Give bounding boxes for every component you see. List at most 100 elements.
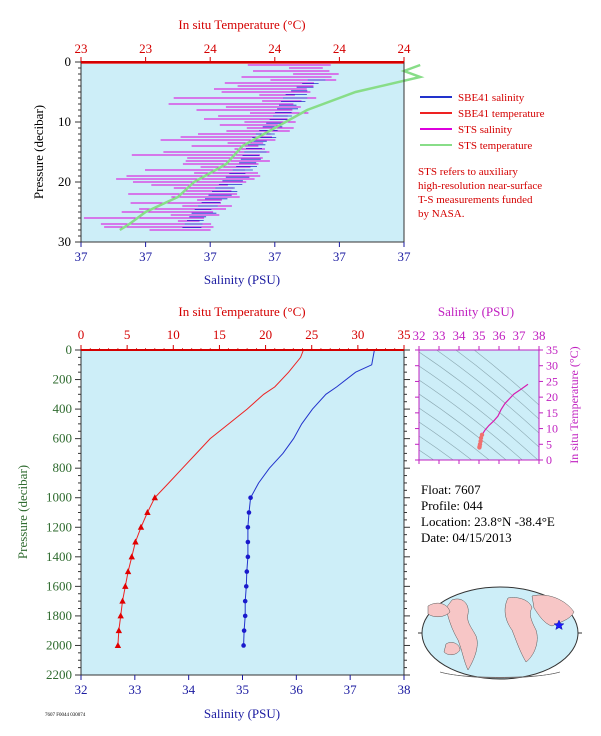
date: Date: 04/15/2013 <box>421 530 512 545</box>
salinity-marker <box>245 539 251 545</box>
main-salinity-tick-label: 34 <box>182 682 196 697</box>
top-salinity-axis-label: Salinity (PSU) <box>204 272 280 287</box>
main-salinity-tick-label: 35 <box>236 682 249 697</box>
top-salinity-tick-label: 37 <box>333 249 347 264</box>
main-salinity-tick-label: 36 <box>290 682 304 697</box>
ts-salinity-tick-label: 35 <box>473 328 486 343</box>
main-pressure-tick-label: 800 <box>53 460 73 475</box>
ts-temperature-tick-label: 30 <box>546 359 558 373</box>
profile-number: Profile: 044 <box>421 498 483 513</box>
salinity-marker <box>244 569 250 574</box>
temperature-marker <box>117 612 124 619</box>
top-salinity-ticks: 37 37 37 37 37 37 <box>75 242 412 264</box>
ts-temperature-tick-label: 25 <box>546 374 558 388</box>
ts-isopycnal-line <box>455 350 539 420</box>
main-temperature-tick-label: 20 <box>259 327 272 342</box>
main-chart: 0 5 10 15 20 25 30 35 32 33 34 35 36 37 38 0 200 400 600… <box>15 304 411 721</box>
legend-label-sbe-salinity: SBE41 salinity <box>458 92 525 104</box>
temperature-marker <box>128 553 135 560</box>
sts-note-line-4: by NASA. <box>418 208 465 220</box>
main-temperature-tick-label: 10 <box>167 327 180 342</box>
float-id: Float: 7607 <box>421 482 481 497</box>
ts-salinity-tick-label: 38 <box>533 328 546 343</box>
salinity-marker <box>241 643 246 648</box>
temperature-marker <box>144 509 151 515</box>
top-temperature-ticks: 23 23 24 24 24 24 <box>75 41 411 62</box>
main-pressure-tick-label: 200 <box>53 372 73 387</box>
map-asia-west <box>427 602 451 617</box>
ts-isopycnal-line <box>419 365 539 460</box>
legend: SBE41 salinity SBE41 temperature STS sal… <box>418 92 545 220</box>
salinity-marker <box>242 613 248 619</box>
ts-isopycnal-line <box>419 449 435 460</box>
ts-salinity-ticks: 32 33 34 35 36 37 38 <box>413 328 546 464</box>
float-info: Float: 7607 Profile: 044 Location: 23.8°… <box>421 482 555 545</box>
temperature-marker <box>132 538 139 545</box>
main-salinity-tick-label: 37 <box>344 682 358 697</box>
legend-label-sbe-temperature: SBE41 temperature <box>458 108 545 120</box>
main-pressure-tick-label: 1600 <box>46 578 72 593</box>
main-temperature-tick-label: 25 <box>305 327 318 342</box>
top-salinity-tick-label: 37 <box>398 249 412 264</box>
map-americas <box>445 598 478 671</box>
map-europe-africa <box>504 597 538 663</box>
main-pressure-tick-label: 2000 <box>46 637 72 652</box>
ts-density-contours <box>419 350 539 460</box>
location: Location: 23.8°N -38.4°E <box>421 514 555 529</box>
ts-salinity-tick-label: 33 <box>433 328 446 343</box>
temperature-marker <box>115 627 123 634</box>
salinity-marker <box>241 628 247 633</box>
top-chart: 23 23 24 24 24 24 37 37 37 37 37 37 0 10 20 30 In sit… <box>31 17 425 287</box>
main-pressure-tick-label: 1200 <box>46 519 72 534</box>
ts-isopycnal-line <box>419 407 490 460</box>
main-salinity-tick-label: 33 <box>128 682 141 697</box>
main-temperature-tick-label: 35 <box>398 327 411 342</box>
top-temperature-tick-label: 24 <box>268 41 282 56</box>
ts-temperature-tick-label: 20 <box>546 390 558 404</box>
legend-label-sts-salinity: STS salinity <box>458 124 513 136</box>
main-series <box>114 349 375 648</box>
ts-isopycnal-line <box>473 350 539 406</box>
temperature-marker <box>119 597 126 604</box>
top-temperature-tick-label: 23 <box>75 41 88 56</box>
ts-deep-point <box>477 445 482 450</box>
temperature-marker <box>151 494 159 501</box>
temperature-marker <box>124 568 132 575</box>
sts-note-line-1: STS refers to auxiliary <box>418 166 518 178</box>
top-temperature-tick-label: 23 <box>139 41 152 56</box>
top-pressure-tick-label: 10 <box>58 114 71 129</box>
top-salinity-tick-label: 37 <box>139 249 153 264</box>
top-salinity-tick-label: 37 <box>204 249 218 264</box>
top-pressure-tick-label: 20 <box>58 174 71 189</box>
top-temperature-tick-label: 24 <box>333 41 347 56</box>
ts-isopycnal-line <box>419 379 523 460</box>
ts-temperature-tick-label: 15 <box>546 406 558 420</box>
main-salinity-tick-label: 32 <box>75 682 88 697</box>
temperature-marker <box>122 582 129 589</box>
salinity-marker <box>245 554 251 560</box>
ts-salinity-tick-label: 32 <box>413 328 426 343</box>
top-salinity-tick-label: 37 <box>268 249 282 264</box>
main-salinity-axis-label: Salinity (PSU) <box>204 706 280 721</box>
ts-temperature-tick-label: 5 <box>546 437 552 451</box>
main-temperature-tick-label: 30 <box>351 327 364 342</box>
main-temperature-tick-label: 5 <box>124 327 131 342</box>
main-plot-area <box>81 350 404 675</box>
main-salinity-tick-label: 38 <box>398 682 411 697</box>
temperature-marker <box>137 523 145 530</box>
main-temperature-ticks: 0 5 10 15 20 25 30 35 <box>78 327 411 350</box>
legend-label-sts-temperature: STS temperature <box>458 140 532 152</box>
top-pressure-ticks: 0 10 20 30 <box>58 54 81 249</box>
salinity-marker <box>242 598 248 604</box>
sts-note-line-3: T-S measurements funded <box>418 194 533 206</box>
salinity-marker <box>245 524 251 530</box>
top-salinity-tick-label: 37 <box>75 249 89 264</box>
ts-isopycnal-line <box>435 350 539 434</box>
main-temperature-tick-label: 0 <box>78 327 85 342</box>
map-australia <box>443 642 461 655</box>
ts-temperature-tick-label: 10 <box>546 422 558 436</box>
world-map <box>418 586 582 680</box>
